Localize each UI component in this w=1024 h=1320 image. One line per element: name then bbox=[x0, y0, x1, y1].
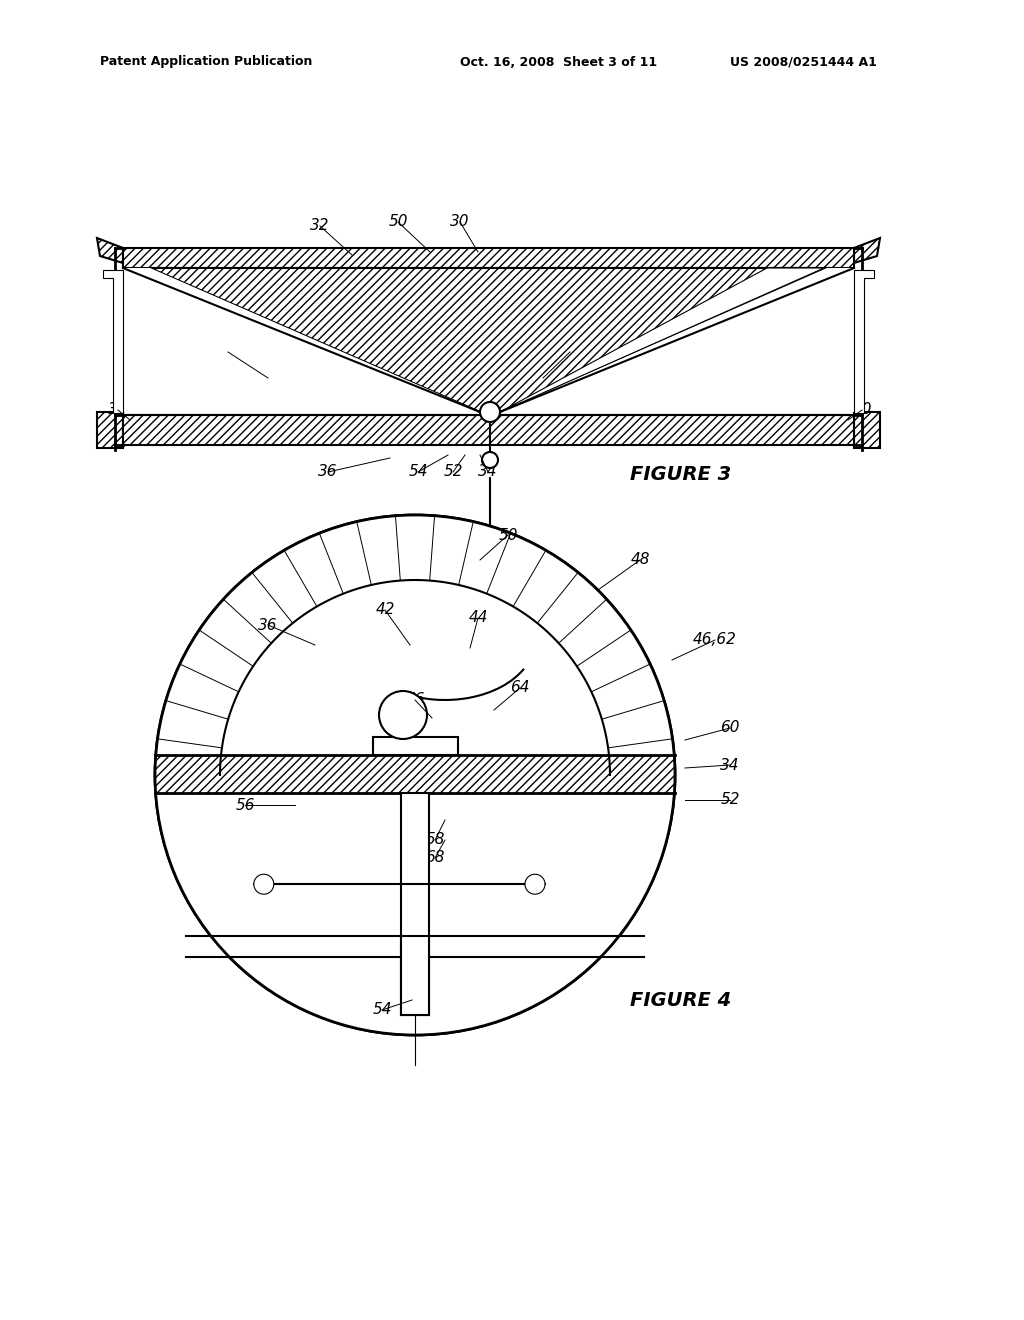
Text: 38: 38 bbox=[109, 403, 128, 417]
Text: FIGURE 4: FIGURE 4 bbox=[630, 990, 731, 1010]
Polygon shape bbox=[194, 936, 636, 957]
Text: 34: 34 bbox=[478, 465, 498, 479]
Text: US 2008/0251444 A1: US 2008/0251444 A1 bbox=[730, 55, 877, 69]
Text: 68: 68 bbox=[425, 850, 444, 866]
Circle shape bbox=[480, 403, 500, 422]
Polygon shape bbox=[500, 268, 824, 412]
Polygon shape bbox=[123, 248, 854, 268]
Text: 36: 36 bbox=[318, 465, 338, 479]
Text: 48: 48 bbox=[630, 553, 650, 568]
Text: 36: 36 bbox=[258, 618, 278, 632]
Polygon shape bbox=[97, 412, 123, 447]
Circle shape bbox=[155, 515, 675, 1035]
Text: 46,62: 46,62 bbox=[548, 345, 592, 359]
Text: 52: 52 bbox=[720, 792, 739, 808]
Polygon shape bbox=[854, 238, 880, 263]
Polygon shape bbox=[103, 271, 123, 413]
Circle shape bbox=[254, 874, 273, 894]
Polygon shape bbox=[373, 737, 458, 755]
Polygon shape bbox=[401, 936, 429, 1015]
Text: Oct. 16, 2008  Sheet 3 of 11: Oct. 16, 2008 Sheet 3 of 11 bbox=[460, 55, 657, 69]
Polygon shape bbox=[854, 271, 874, 413]
Text: 54: 54 bbox=[409, 465, 428, 479]
Polygon shape bbox=[500, 268, 854, 412]
Text: 56: 56 bbox=[236, 797, 255, 813]
Polygon shape bbox=[155, 755, 675, 793]
Text: 50: 50 bbox=[388, 214, 408, 230]
Polygon shape bbox=[123, 414, 854, 445]
Polygon shape bbox=[401, 793, 429, 1015]
Text: 58: 58 bbox=[425, 833, 444, 847]
Circle shape bbox=[482, 451, 498, 469]
Text: 64: 64 bbox=[510, 681, 529, 696]
Text: 32: 32 bbox=[310, 219, 330, 234]
Text: 54: 54 bbox=[373, 1002, 392, 1018]
Text: 60: 60 bbox=[720, 721, 739, 735]
Text: 34: 34 bbox=[720, 758, 739, 772]
Polygon shape bbox=[97, 238, 123, 263]
Polygon shape bbox=[150, 268, 827, 412]
Text: FIGURE 3: FIGURE 3 bbox=[630, 466, 731, 484]
Text: 30: 30 bbox=[451, 214, 470, 230]
Polygon shape bbox=[155, 515, 675, 775]
Text: 42: 42 bbox=[375, 602, 394, 618]
Text: 50: 50 bbox=[499, 528, 518, 543]
Circle shape bbox=[525, 874, 545, 894]
Polygon shape bbox=[854, 412, 880, 447]
Text: 46,62: 46,62 bbox=[693, 632, 737, 648]
Polygon shape bbox=[155, 775, 675, 1035]
Text: 40: 40 bbox=[852, 403, 871, 417]
Text: Patent Application Publication: Patent Application Publication bbox=[100, 55, 312, 69]
Polygon shape bbox=[123, 268, 480, 412]
Circle shape bbox=[379, 690, 427, 739]
Text: 52: 52 bbox=[443, 465, 463, 479]
Text: 60: 60 bbox=[218, 345, 238, 359]
Text: 44: 44 bbox=[468, 610, 487, 626]
Text: 66: 66 bbox=[406, 693, 425, 708]
